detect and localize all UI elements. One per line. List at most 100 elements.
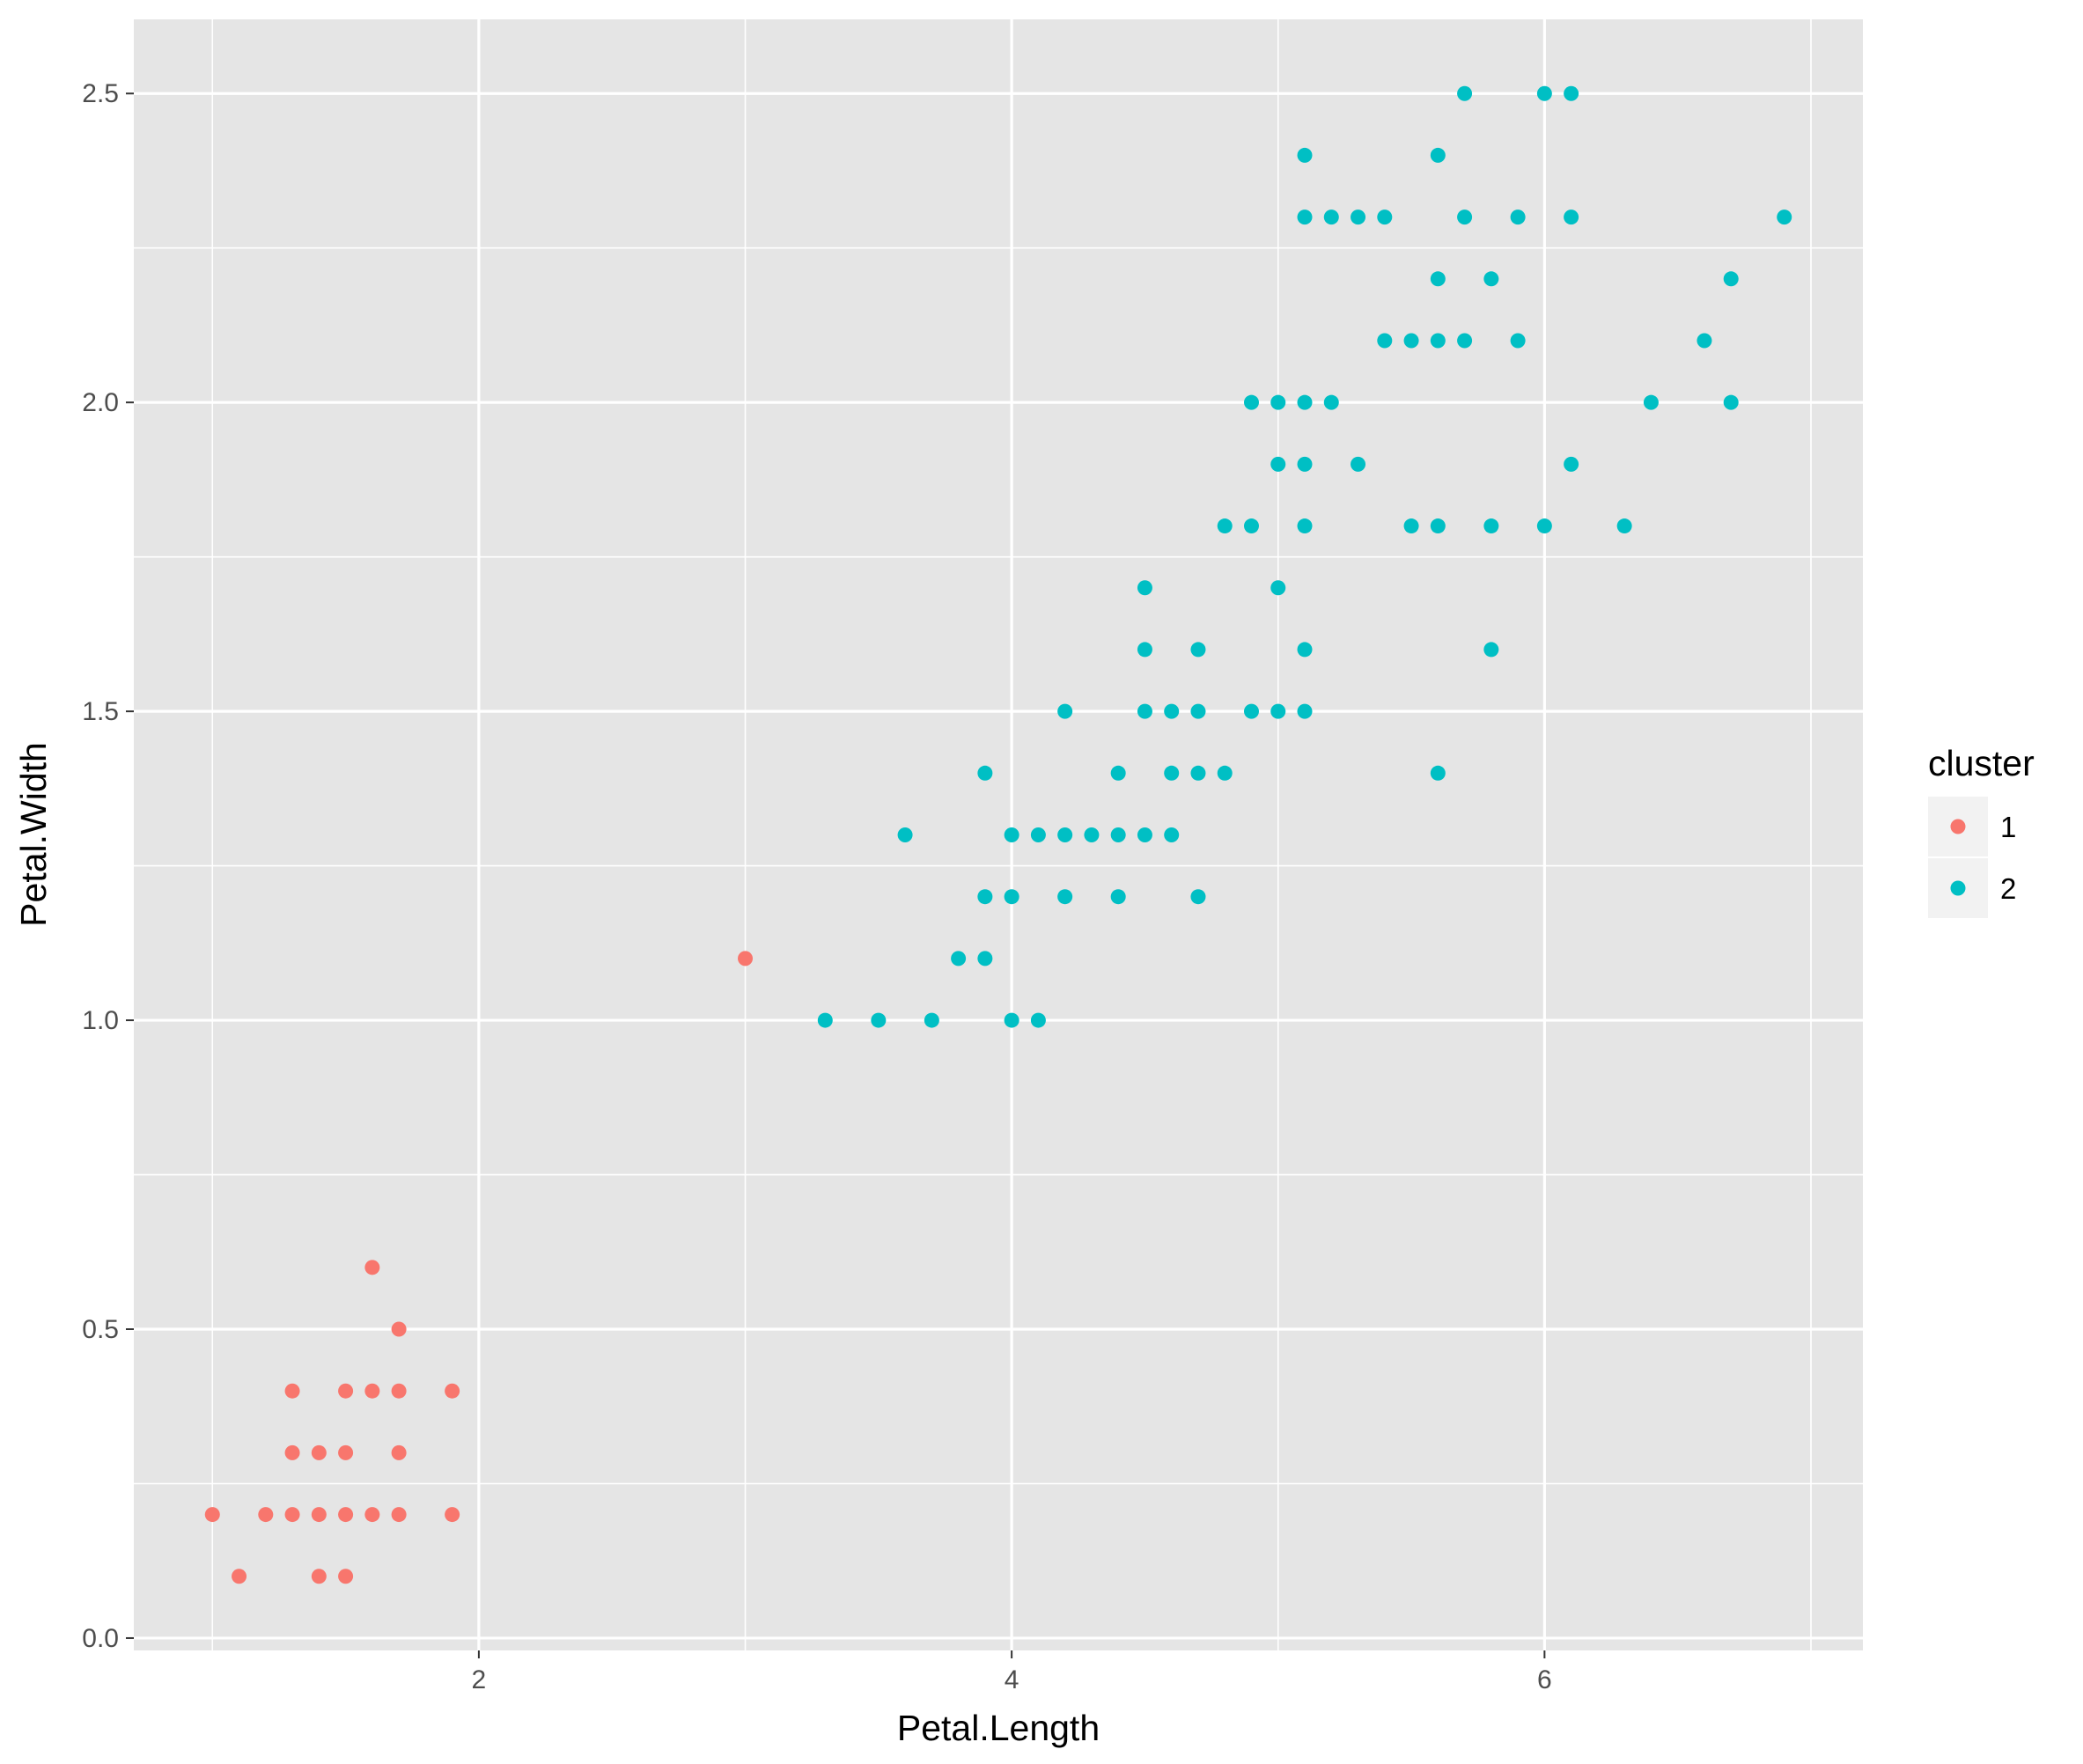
data-point: [1030, 827, 1046, 842]
data-point: [1004, 827, 1019, 842]
plot-panel: [134, 19, 1863, 1650]
data-point: [284, 1383, 300, 1399]
data-point: [1457, 209, 1473, 225]
data-point: [1564, 209, 1579, 225]
data-point: [1110, 827, 1126, 842]
data-point: [977, 951, 993, 967]
data-point: [1137, 827, 1152, 842]
data-point: [1510, 333, 1526, 349]
data-point: [1137, 703, 1152, 719]
data-point: [1164, 765, 1180, 781]
legend-label: 2: [2000, 872, 2016, 905]
data-point: [1643, 394, 1659, 410]
data-point: [1243, 394, 1259, 410]
data-point: [338, 1507, 354, 1523]
data-point: [1377, 333, 1393, 349]
data-point: [1137, 642, 1152, 658]
data-point: [1351, 456, 1366, 472]
data-points: [204, 85, 1792, 1584]
data-point: [1164, 827, 1180, 842]
y-tick-label: 0.5: [82, 1315, 119, 1344]
series-2: [817, 85, 1792, 1028]
x-tick-label: 2: [472, 1665, 487, 1694]
data-point: [364, 1383, 380, 1399]
data-point: [1270, 580, 1286, 596]
data-point: [1190, 703, 1206, 719]
data-point: [1377, 209, 1393, 225]
y-tick-label: 2.0: [82, 388, 119, 417]
data-point: [364, 1507, 380, 1523]
data-point: [1190, 889, 1206, 905]
data-point: [738, 951, 754, 967]
data-point: [1297, 456, 1313, 472]
x-tick-label: 4: [1005, 1665, 1019, 1694]
data-point: [204, 1507, 220, 1523]
data-point: [445, 1383, 460, 1399]
data-point: [232, 1569, 247, 1584]
data-point: [1616, 518, 1632, 534]
data-point: [951, 951, 967, 967]
data-point: [311, 1569, 327, 1584]
minor-gridlines: [134, 19, 1863, 1650]
data-point: [1297, 147, 1313, 163]
data-point: [1403, 333, 1419, 349]
data-point: [1297, 394, 1313, 410]
data-point: [1057, 827, 1073, 842]
data-point: [338, 1383, 354, 1399]
data-point: [1564, 85, 1579, 101]
data-point: [1536, 518, 1552, 534]
data-point: [1323, 394, 1339, 410]
data-point: [1297, 703, 1313, 719]
data-point: [1164, 703, 1180, 719]
data-point: [338, 1444, 354, 1460]
data-point: [1723, 271, 1739, 287]
data-point: [817, 1012, 833, 1028]
data-point: [1004, 889, 1019, 905]
y-tick-label: 1.0: [82, 1006, 119, 1035]
data-point: [1536, 85, 1552, 101]
data-point: [1430, 333, 1446, 349]
x-tick-label: 6: [1537, 1665, 1552, 1694]
data-point: [1217, 765, 1233, 781]
y-axis: 0.0 0.5 1.0 1.5 2.0 2.5: [82, 79, 134, 1653]
series-1: [204, 951, 754, 1584]
data-point: [391, 1383, 407, 1399]
data-point: [977, 765, 993, 781]
data-point: [364, 1260, 380, 1275]
data-point: [1403, 518, 1419, 534]
data-point: [311, 1444, 327, 1460]
data-point: [1697, 333, 1712, 349]
data-point: [1190, 765, 1206, 781]
data-point: [445, 1507, 460, 1523]
data-point: [1110, 889, 1126, 905]
legend-key-point: [1950, 880, 1966, 896]
data-point: [1030, 1012, 1046, 1028]
data-point: [1723, 394, 1739, 410]
data-point: [1217, 518, 1233, 534]
data-point: [1243, 518, 1259, 534]
data-point: [338, 1569, 354, 1584]
x-axis-title: Petal.Length: [897, 1708, 1100, 1748]
data-point: [284, 1444, 300, 1460]
major-gridlines: [134, 19, 1863, 1650]
data-point: [1430, 271, 1446, 287]
data-point: [284, 1507, 300, 1523]
data-point: [924, 1012, 939, 1028]
data-point: [311, 1507, 327, 1523]
data-point: [871, 1012, 887, 1028]
data-point: [1137, 580, 1152, 596]
data-point: [1004, 1012, 1019, 1028]
data-point: [1430, 765, 1446, 781]
data-point: [391, 1321, 407, 1337]
data-point: [1270, 703, 1286, 719]
data-point: [1270, 394, 1286, 410]
data-point: [1190, 642, 1206, 658]
data-point: [391, 1507, 407, 1523]
data-point: [1564, 456, 1579, 472]
data-point: [1351, 209, 1366, 225]
legend-label: 1: [2000, 811, 2016, 843]
legend-key-point: [1950, 819, 1966, 834]
y-tick-label: 1.5: [82, 697, 119, 726]
data-point: [1270, 456, 1286, 472]
